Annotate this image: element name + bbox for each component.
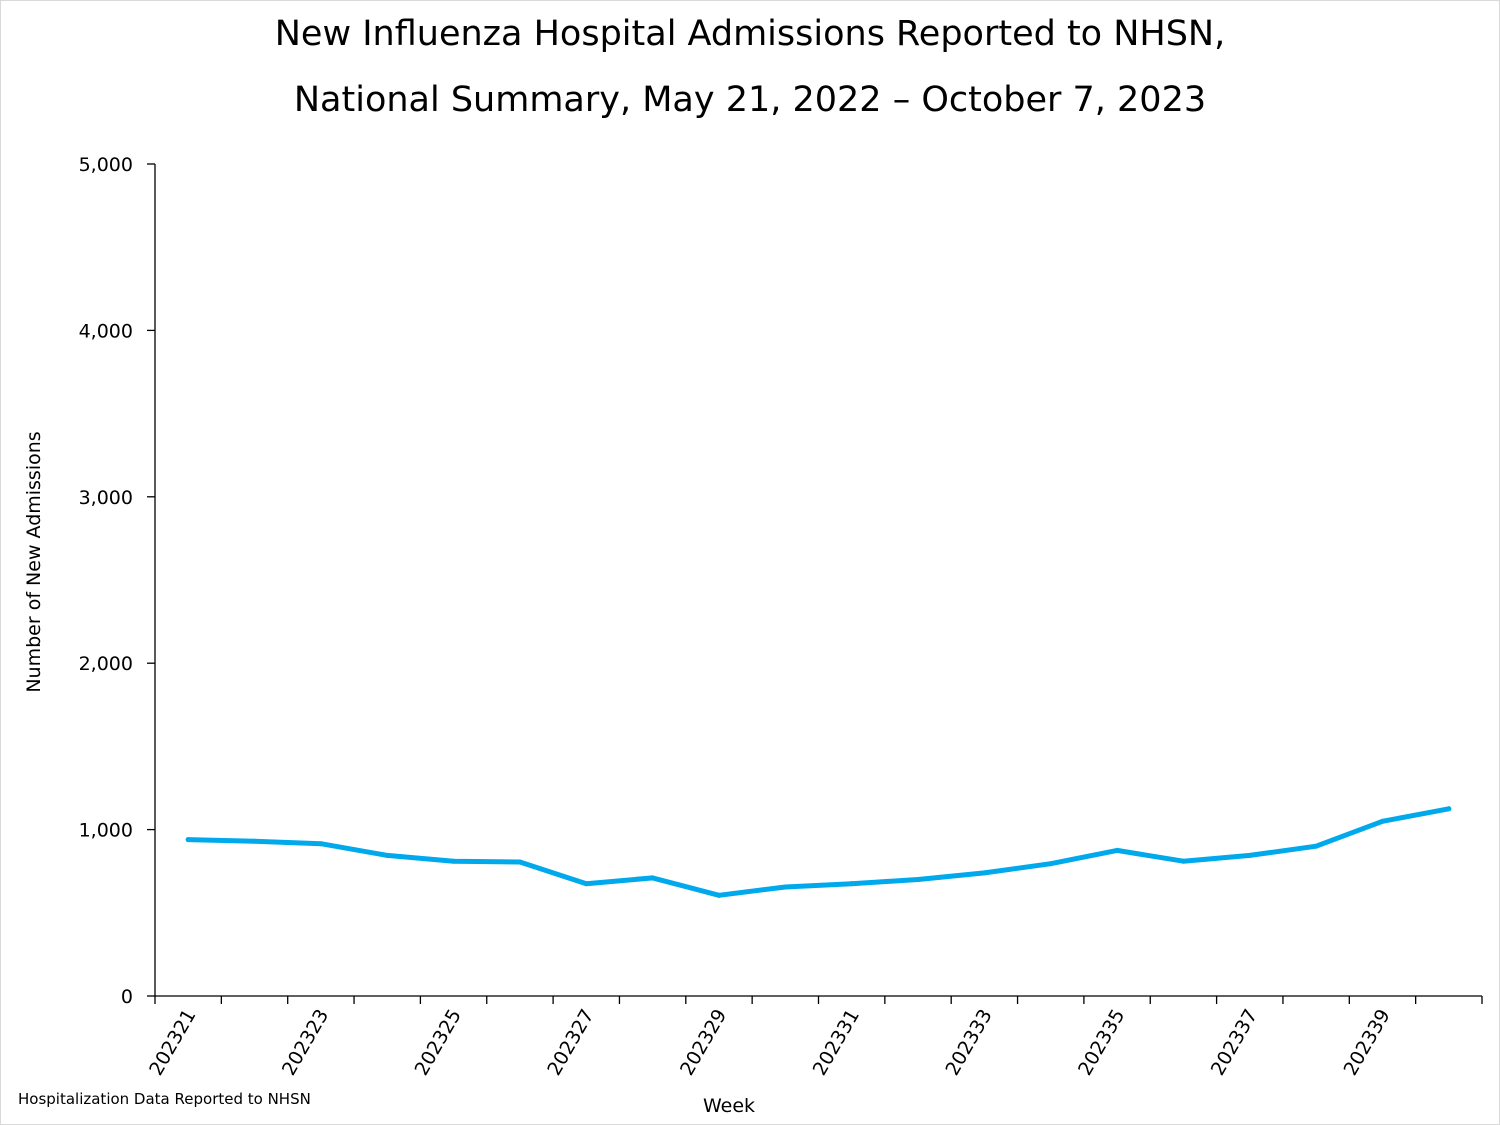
y-tick-label: 5,000 (79, 154, 133, 176)
series-layer (185, 806, 1452, 898)
data-point (1048, 861, 1054, 867)
x-tick-label: 202337 (1207, 1006, 1262, 1080)
data-point (716, 892, 722, 898)
x-tick-label: 202339 (1339, 1006, 1394, 1080)
x-tick-label: 202323 (278, 1006, 333, 1080)
data-point (981, 870, 987, 876)
y-axis-label: Number of New Admissions (23, 431, 45, 692)
data-point (1379, 818, 1385, 824)
y-tick-label: 3,000 (79, 487, 133, 509)
data-point (650, 875, 656, 881)
data-point (451, 858, 457, 864)
y-tick-label: 4,000 (79, 320, 133, 342)
x-axis-ticks: 202321 202323 202325 202327 202329 202331 2023… (145, 996, 1483, 1080)
x-tick-label: 202333 (941, 1006, 996, 1080)
data-point (1247, 852, 1253, 858)
data-point (517, 859, 523, 865)
x-tick-label: 202321 (145, 1006, 200, 1080)
data-point (583, 881, 589, 887)
data-point (252, 838, 258, 844)
x-tick-label: 202335 (1074, 1006, 1129, 1080)
data-point (915, 877, 921, 883)
x-tick-label: 202331 (809, 1006, 864, 1080)
footnote: Hospitalization Data Reported to NHSN (18, 1090, 311, 1108)
data-point (318, 841, 324, 847)
data-point (1180, 858, 1186, 864)
data-point (1313, 843, 1319, 849)
series-line (185, 806, 1452, 898)
x-axis-label: Week (703, 1095, 755, 1117)
data-point (185, 837, 191, 843)
data-point (1446, 806, 1452, 812)
y-tick-label: 2,000 (79, 653, 133, 675)
x-tick-label: 202329 (676, 1006, 731, 1080)
axes (154, 164, 1482, 997)
y-axis-ticks: 0 1,000 2,000 3,000 4,000 5,000 (79, 154, 155, 1008)
data-point (384, 852, 390, 858)
data-point (782, 884, 788, 890)
x-tick-label: 202325 (411, 1006, 466, 1080)
y-tick-label: 0 (121, 986, 133, 1008)
data-point (849, 881, 855, 887)
data-point (1114, 847, 1120, 853)
chart-title-line2: National Summary, May 21, 2022 – October… (293, 80, 1207, 120)
chart-title-line1: New Influenza Hospital Admissions Report… (274, 14, 1226, 54)
x-tick-label: 202327 (543, 1006, 598, 1080)
y-tick-label: 1,000 (79, 820, 133, 842)
